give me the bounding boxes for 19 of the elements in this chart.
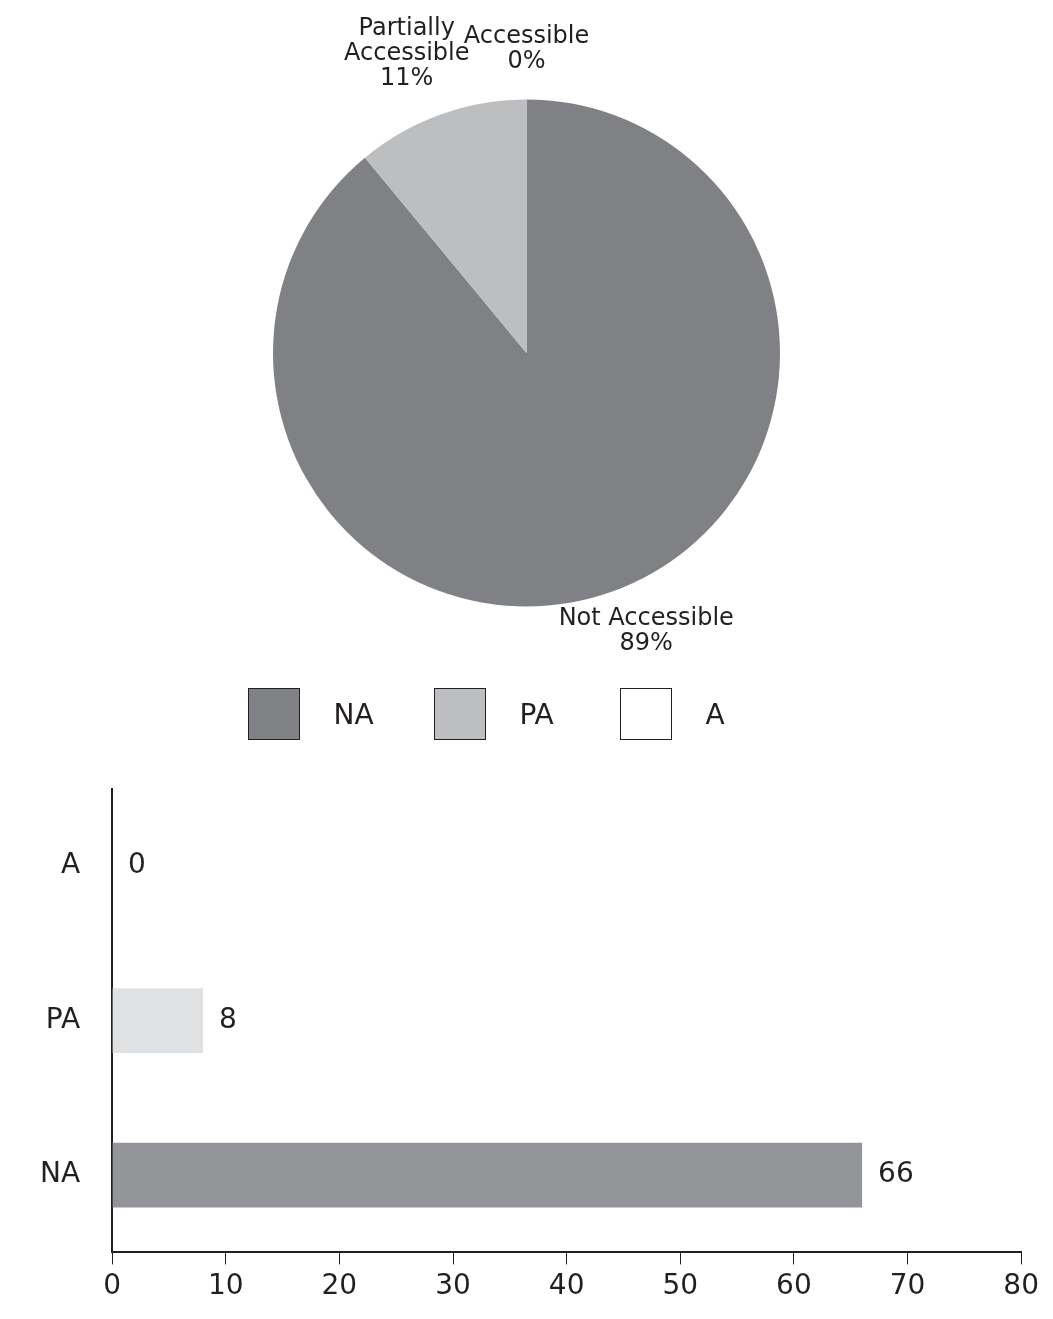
x-tick-label: 30 <box>435 1268 471 1302</box>
x-tick-label: 0 <box>103 1268 122 1302</box>
data-label: 0 <box>128 847 146 881</box>
y-tick-label: PA <box>45 1001 81 1035</box>
x-tick-label: 70 <box>889 1268 926 1302</box>
x-tick-label: 80 <box>1003 1268 1040 1302</box>
legend-label: A <box>705 697 726 731</box>
x-tick-label: 20 <box>321 1268 358 1302</box>
legend-label: PA <box>519 697 555 731</box>
y-tick-label: NA <box>39 1156 81 1190</box>
data-label: 8 <box>219 1001 237 1035</box>
x-tick-label: 50 <box>662 1268 699 1302</box>
data-label: 66 <box>878 1156 914 1190</box>
y-tick-label: A <box>60 847 81 881</box>
data-label: Not Accessible 89% <box>558 602 734 656</box>
legend-label: NA <box>333 697 375 731</box>
x-tick-label: 60 <box>776 1268 812 1302</box>
x-tick-label: 10 <box>207 1268 244 1302</box>
x-tick-label: 40 <box>548 1268 585 1302</box>
